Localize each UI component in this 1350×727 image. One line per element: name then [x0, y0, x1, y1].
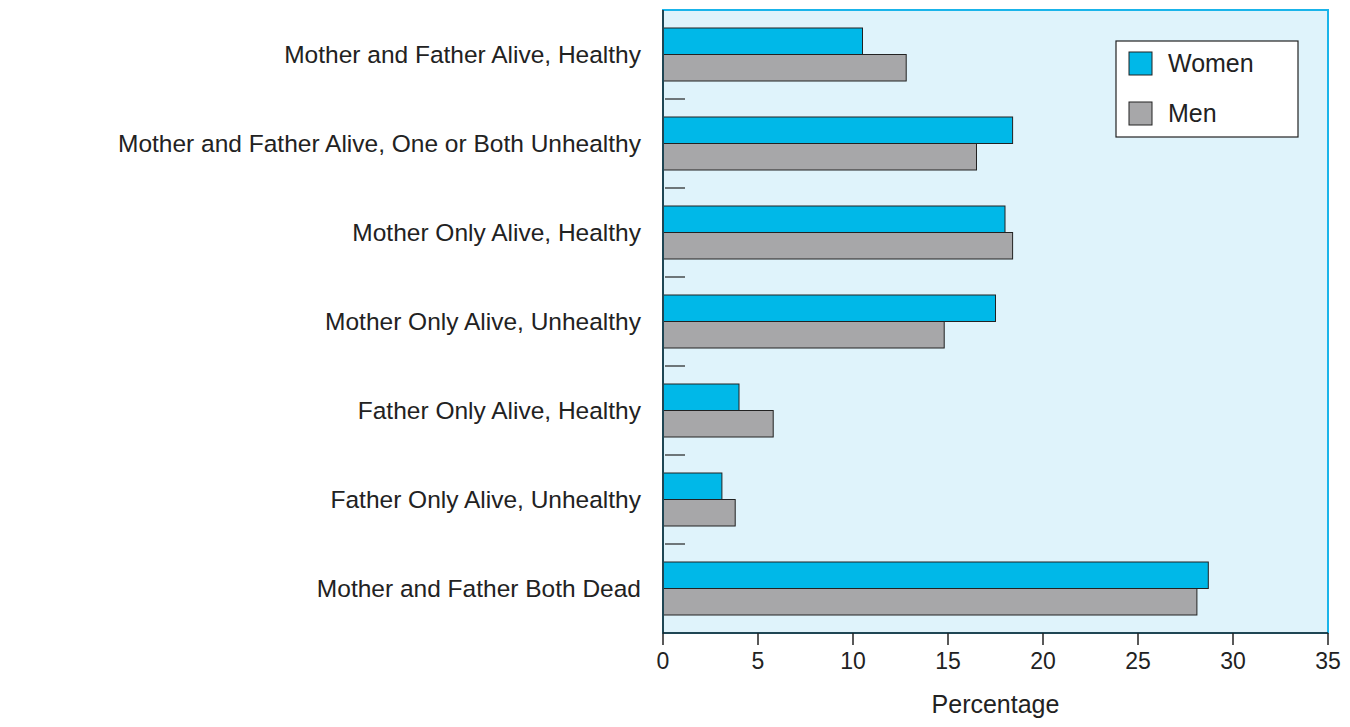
- legend-swatch: [1129, 52, 1152, 75]
- x-tick: [1232, 633, 1234, 645]
- x-tick-label: 10: [840, 648, 866, 674]
- plot-frame: [663, 10, 1328, 633]
- x-tick-label: 20: [1030, 648, 1056, 674]
- bar: [663, 117, 1013, 144]
- x-tick: [947, 633, 949, 645]
- x-tick-label: 5: [752, 648, 765, 674]
- x-tick-label: 30: [1220, 648, 1246, 674]
- bar: [663, 562, 1208, 589]
- bar: [663, 500, 735, 527]
- group-separator: [665, 365, 685, 366]
- group-separator: [665, 98, 685, 99]
- x-tick: [1327, 633, 1329, 645]
- group-separator: [665, 454, 685, 455]
- bar: [663, 55, 906, 82]
- group-separator: [665, 187, 685, 188]
- legend-label: Men: [1168, 99, 1217, 127]
- x-tick: [1137, 633, 1139, 645]
- category-label: Mother Only Alive, Healthy: [352, 219, 641, 246]
- x-tick-label: 25: [1125, 648, 1151, 674]
- x-tick-label: 0: [657, 648, 670, 674]
- bar: [663, 206, 1005, 233]
- x-axis-line: [663, 632, 1328, 634]
- group-separator: [665, 543, 685, 544]
- legend-label: Women: [1168, 49, 1254, 77]
- x-tick-label: 15: [935, 648, 961, 674]
- bar: [663, 473, 722, 500]
- category-label: Mother and Father Both Dead: [317, 575, 641, 602]
- bar: [663, 384, 739, 411]
- x-tick: [852, 633, 854, 645]
- category-label: Mother and Father Alive, One or Both Unh…: [118, 130, 642, 157]
- category-label: Mother and Father Alive, Healthy: [284, 41, 642, 68]
- x-axis-label: Percentage: [932, 690, 1060, 718]
- category-label: Father Only Alive, Healthy: [358, 397, 642, 424]
- x-tick: [757, 633, 759, 645]
- bar: [663, 589, 1197, 616]
- bar: [663, 411, 773, 438]
- group-separator: [665, 276, 685, 277]
- bar: [663, 28, 863, 55]
- legend-swatch: [1129, 102, 1152, 125]
- plot-background: [663, 10, 1328, 633]
- category-label: Father Only Alive, Unhealthy: [331, 486, 642, 513]
- bar: [663, 322, 944, 349]
- x-tick: [1042, 633, 1044, 645]
- bar: [663, 295, 996, 322]
- x-tick-label: 35: [1315, 648, 1341, 674]
- x-tick: [662, 633, 664, 645]
- y-axis-line: [662, 10, 664, 633]
- category-label: Mother Only Alive, Unhealthy: [325, 308, 642, 335]
- chart: Mother and Father Alive, Healthy Mother a…: [0, 0, 1350, 727]
- bar: [663, 144, 977, 171]
- bar: [663, 233, 1013, 260]
- legend-box: [1116, 41, 1298, 137]
